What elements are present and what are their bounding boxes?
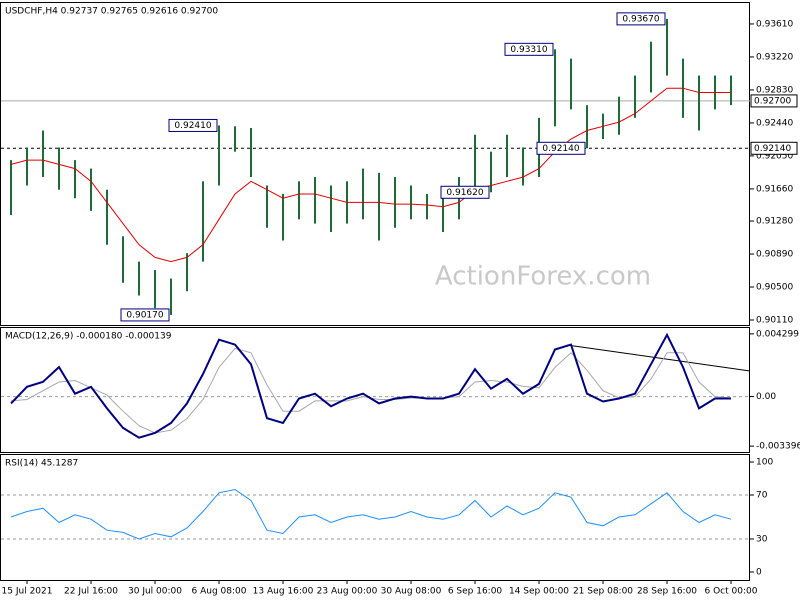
signal-line: [10, 347, 732, 434]
annotation-label: 0.90170: [126, 310, 163, 320]
y-tick-label: 0.93220: [756, 52, 793, 62]
price-tag: [750, 141, 798, 155]
x-tick-label: 6 Aug 08:00: [192, 587, 247, 597]
annotation-label: 0.93310: [510, 45, 547, 55]
annotation-box: [616, 12, 666, 26]
x-tick-label: 23 Aug 00:00: [317, 587, 378, 597]
y-tick-label: 100: [756, 458, 773, 468]
annotation-box: [536, 141, 586, 155]
rsi-panel-frame: [0, 454, 750, 581]
x-tick-label: 13 Aug 16:00: [253, 587, 314, 597]
y-tick-label: 0.93610: [756, 19, 793, 29]
y-tick-label: 70: [756, 491, 768, 501]
macd-panel-frame: [0, 327, 750, 453]
y-tick-label: 0: [756, 567, 762, 577]
macd-title: MACD(12,26,9) -0.000180 -0.000139: [5, 332, 172, 342]
y-tick-label: 0.00: [756, 392, 776, 402]
annotation-label: 0.91620: [446, 188, 483, 198]
y-tick-label: 30: [756, 534, 768, 544]
trend-line: [566, 344, 751, 372]
annotation-box: [504, 42, 554, 56]
x-tick-label: 14 Sep 00:00: [509, 587, 569, 597]
annotation-box: [440, 185, 490, 199]
values-line: [10, 332, 731, 439]
x-tick-label: 28 Sep 16:00: [637, 587, 697, 597]
price-title: USDCHF,H4 0.92737 0.92765 0.92616 0.9270…: [5, 7, 218, 17]
y-tick-label: -0.003396: [756, 442, 800, 452]
y-tick-label: 0.91280: [756, 217, 793, 227]
price-tag-label: 0.92140: [754, 144, 791, 154]
y-tick-label: 0.92440: [756, 118, 793, 128]
values-line: [10, 488, 732, 540]
annotation-box: [168, 118, 218, 132]
annotation-label: 0.92140: [542, 144, 579, 154]
x-tick-label: 30 Aug 08:00: [381, 587, 442, 597]
x-tick-label: 15 Jul 2021: [2, 587, 53, 597]
y-tick-label: 0.92050: [756, 151, 793, 161]
price-tag-label: 0.92700: [754, 96, 791, 106]
x-tick-label: 6 Sep 16:00: [448, 587, 503, 597]
y-tick-label: 0.92830: [756, 85, 793, 95]
watermark: ActionForex.com: [435, 262, 651, 292]
x-tick-label: 30 Jul 00:00: [128, 587, 182, 597]
x-tick-label: 21 Sep 08:00: [573, 587, 633, 597]
annotation-box: [120, 308, 170, 322]
price-tag: [750, 94, 798, 108]
rsi-title: RSI(14) 45.1287: [5, 459, 78, 469]
y-tick-label: 0.90500: [756, 283, 793, 293]
y-tick-label: 0.004299: [756, 329, 799, 339]
annotation-label: 0.92410: [174, 121, 211, 131]
y-tick-label: 0.91660: [756, 184, 793, 194]
y-tick-label: 0.90110: [756, 316, 793, 326]
x-tick-label: 6 Oct 00:00: [705, 587, 758, 597]
price-panel-frame: [0, 2, 750, 326]
annotation-label: 0.93670: [622, 14, 659, 24]
x-tick-label: 22 Jul 16:00: [64, 587, 118, 597]
ma_values-line: [10, 87, 731, 263]
y-tick-label: 0.90890: [756, 250, 793, 260]
